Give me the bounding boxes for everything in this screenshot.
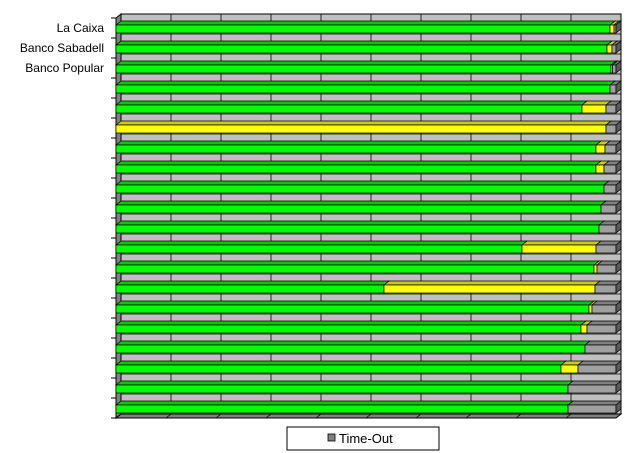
bar-segment — [115, 200, 607, 214]
bar-segment — [115, 300, 595, 314]
bar-segment — [115, 280, 390, 294]
floor-gridline — [265, 413, 272, 419]
bar-segment — [115, 360, 567, 374]
bar-end-cap — [615, 240, 622, 254]
bar-end-cap — [615, 100, 622, 114]
bar-end-cap — [615, 200, 622, 214]
bar-segment — [586, 320, 622, 334]
bar-end-cap — [615, 360, 622, 374]
bar-segment — [115, 20, 616, 34]
bar-end-cap — [615, 320, 622, 334]
floor-gridline — [315, 413, 322, 419]
bar-end-cap — [615, 80, 622, 94]
bar-end-cap — [615, 180, 622, 194]
side-wall — [115, 12, 122, 420]
bar-segment — [115, 220, 605, 234]
bar-end-cap — [615, 260, 622, 274]
floor-gridline — [515, 413, 522, 419]
bar-end-cap — [615, 120, 622, 134]
floor-gridline — [215, 413, 222, 419]
bar-segment — [115, 60, 617, 74]
bar-end-cap — [615, 300, 622, 314]
category-label: La Caixa — [57, 21, 105, 35]
bar-segment — [115, 80, 616, 94]
bar-segment — [115, 260, 600, 274]
bar-segment — [115, 100, 588, 114]
bar-segment — [115, 320, 587, 334]
bar-segment — [577, 360, 622, 374]
bar-segment — [115, 400, 574, 414]
bar-end-cap — [615, 400, 622, 414]
bar-segment — [115, 160, 602, 174]
bar-segment — [521, 240, 602, 254]
category-axis — [111, 17, 117, 419]
bar-end-cap — [615, 280, 622, 294]
legend-swatch-time-out — [327, 433, 336, 442]
bar-segment — [115, 380, 574, 394]
bar-segment — [115, 140, 602, 154]
bar-end-cap — [615, 20, 622, 34]
bar-segment — [115, 120, 612, 134]
bar-end-cap — [615, 160, 622, 174]
bar-end-cap — [615, 40, 622, 54]
floor-gridline — [365, 413, 372, 419]
chart-legend: Time-Out — [286, 426, 440, 451]
floor-gridline — [165, 413, 172, 419]
floor-gridline — [465, 413, 472, 419]
bar-end-cap — [615, 140, 622, 154]
bar-segment — [567, 380, 622, 394]
bar-segment — [115, 340, 591, 354]
bar-segment — [383, 280, 601, 294]
bar-end-cap — [615, 380, 622, 394]
floor-gridline — [565, 413, 572, 419]
category-label: Banco Popular — [25, 61, 104, 75]
legend-label-time-out: Time-Out — [339, 431, 393, 446]
bar-segment — [115, 240, 528, 254]
bar-segment — [584, 340, 622, 354]
category-label: Banco Sabadell — [20, 41, 104, 55]
category-labels: La Caixa Banco Sabadell Banco Popular — [20, 21, 104, 75]
bar-segment — [115, 40, 613, 54]
chart-bars — [115, 20, 622, 414]
chart-walls — [114, 12, 623, 420]
legend-box — [286, 426, 440, 451]
floor-gridline — [415, 413, 422, 419]
bar-end-cap — [615, 60, 622, 74]
bar-end-cap — [615, 340, 622, 354]
bar-segment — [567, 400, 622, 414]
bar-segment — [115, 180, 610, 194]
bar-end-cap — [615, 220, 622, 234]
bar-segment — [581, 100, 612, 114]
